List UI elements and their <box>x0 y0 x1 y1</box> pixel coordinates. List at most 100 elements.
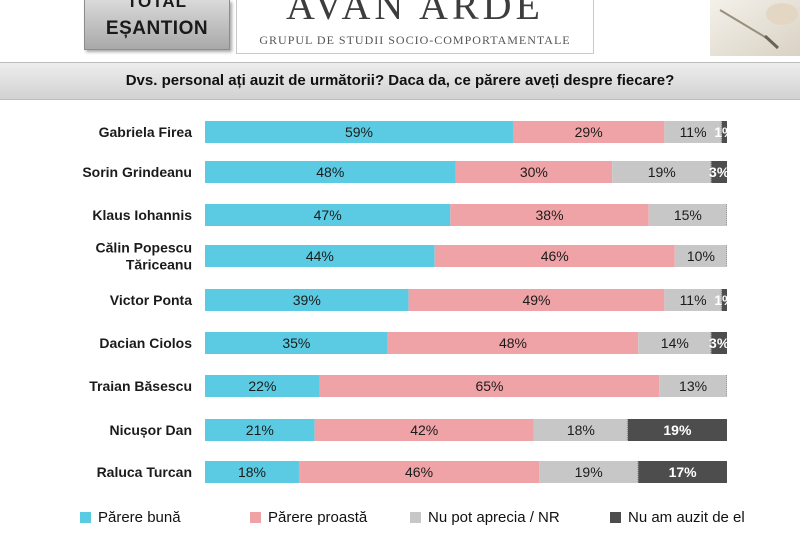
bar-cannot <box>648 204 727 226</box>
bar-cannot <box>664 289 722 311</box>
bar-unheard <box>721 289 727 311</box>
data-label: 38% <box>536 207 564 223</box>
bar-bad <box>314 419 534 441</box>
category-label-line: Sorin Grindeanu <box>82 164 192 180</box>
data-label: 3% <box>709 335 730 351</box>
data-label: 48% <box>499 335 527 351</box>
bar-cannot <box>539 461 639 483</box>
bar-unheard <box>721 121 727 143</box>
logo: AVAN ARDE GRUPUL DE STUDII SOCIO-COMPORT… <box>236 0 594 54</box>
bar-bad <box>408 289 665 311</box>
data-label: 18% <box>567 422 595 438</box>
data-label: 49% <box>522 292 550 308</box>
stacked-bar-chart: Gabriela Firea 59% 29% 11% 1% Sorin Grindeanu… <box>82 121 735 483</box>
data-label: 30% <box>520 164 548 180</box>
data-label: 46% <box>405 464 433 480</box>
data-label: 11% <box>680 124 707 140</box>
category-label: Gabriela Firea <box>99 124 193 140</box>
data-label: 14% <box>661 335 689 351</box>
legend-item-good: Părere bună <box>80 507 181 527</box>
category-label-line: Raluca Turcan <box>97 464 192 480</box>
header-photo <box>710 0 800 56</box>
data-label: 19% <box>575 464 603 480</box>
category-label-line: Victor Ponta <box>110 292 192 308</box>
category-label: Sorin Grindeanu <box>82 164 192 180</box>
data-label: 13% <box>679 378 707 394</box>
data-label: 59% <box>345 124 373 140</box>
question-text: Dvs. personal ați auzit de următorii? Da… <box>125 72 675 89</box>
category-label-line: Tăriceanu <box>126 257 192 273</box>
data-label: 48% <box>316 164 344 180</box>
bar-cannot <box>533 419 628 441</box>
bar-good <box>205 161 456 183</box>
category-label-line: Klaus Iohannis <box>92 207 192 223</box>
category-label-line: Gabriela Firea <box>99 124 193 140</box>
bar-unheard <box>638 461 727 483</box>
bar-bad <box>455 161 613 183</box>
data-label: 10% <box>687 248 715 264</box>
data-label: 17% <box>669 464 698 480</box>
category-label: Dacian Ciolos <box>99 335 192 351</box>
bar-bad <box>387 332 639 354</box>
data-label: 18% <box>238 464 266 480</box>
bar-bad <box>450 204 649 226</box>
bar-bad <box>319 375 660 397</box>
bar-good <box>205 245 435 267</box>
data-label: 21% <box>246 422 274 438</box>
category-label-line: Nicușor Dan <box>110 422 192 438</box>
legend-item-unheard: Nu am auzit de el <box>610 507 745 527</box>
bar-cannot <box>674 245 727 267</box>
bar-cannot <box>664 121 722 143</box>
sample-badge: TOTAL EȘANTION <box>84 0 230 50</box>
data-label: 42% <box>410 422 438 438</box>
bar-good <box>205 121 513 143</box>
data-label: 65% <box>475 378 503 394</box>
data-label: 3% <box>709 164 730 180</box>
category-label: Traian Băsescu <box>89 378 192 394</box>
data-label: 11% <box>680 292 707 308</box>
bar-bad <box>512 121 665 143</box>
legend-label: Nu pot aprecia / NR <box>428 508 560 526</box>
category-label: Victor Ponta <box>110 292 192 308</box>
legend: Părere bună Părere proastă Nu pot aprecia … <box>0 503 800 531</box>
legend-item-cannot: Nu pot aprecia / NR <box>410 507 560 527</box>
data-label: 22% <box>248 378 276 394</box>
bar-good <box>205 289 409 311</box>
legend-swatch <box>250 511 261 523</box>
legend-swatch <box>610 511 621 523</box>
legend-item-bad: Părere proastă <box>250 507 367 527</box>
data-label: 19% <box>663 422 692 438</box>
category-label-line: Dacian Ciolos <box>99 335 192 351</box>
question-band: Dvs. personal ați auzit de următorii? Da… <box>0 62 800 100</box>
bar-unheard <box>627 419 727 441</box>
legend-swatch <box>410 511 421 523</box>
bar-good <box>205 204 451 226</box>
data-label: 29% <box>575 124 603 140</box>
header: TOTAL EȘANTION AVAN ARDE GRUPUL DE STUDI… <box>0 0 800 62</box>
sample-badge-top-label: TOTAL <box>126 0 188 11</box>
category-label: Klaus Iohannis <box>92 207 192 223</box>
bar-cannot <box>659 375 727 397</box>
data-label: 39% <box>293 292 321 308</box>
bar-good <box>205 332 388 354</box>
data-label: 47% <box>314 207 342 223</box>
category-label: Călin Popescu Tăriceanu <box>96 240 192 273</box>
legend-swatch <box>80 511 91 523</box>
bar-unheard <box>711 161 727 183</box>
legend-label: Nu am auzit de el <box>628 508 745 526</box>
bar-bad <box>434 245 675 267</box>
data-label: 19% <box>648 164 676 180</box>
data-label: 15% <box>674 207 702 223</box>
category-label-line: Călin Popescu <box>96 240 192 256</box>
logo-wordmark: AVAN ARDE <box>286 0 544 28</box>
data-label: 1% <box>714 292 735 308</box>
data-label: 1% <box>714 124 735 140</box>
legend-label: Părere proastă <box>268 508 368 526</box>
logo-subtitle: GRUPUL DE STUDII SOCIO-COMPORTAMENTALE <box>259 33 571 47</box>
data-label: 35% <box>282 335 310 351</box>
bar-cannot <box>638 332 712 354</box>
category-label-line: Traian Băsescu <box>89 378 192 394</box>
category-label: Raluca Turcan <box>97 464 192 480</box>
bar-good <box>205 419 315 441</box>
sample-badge-label: EȘANTION <box>105 18 209 39</box>
